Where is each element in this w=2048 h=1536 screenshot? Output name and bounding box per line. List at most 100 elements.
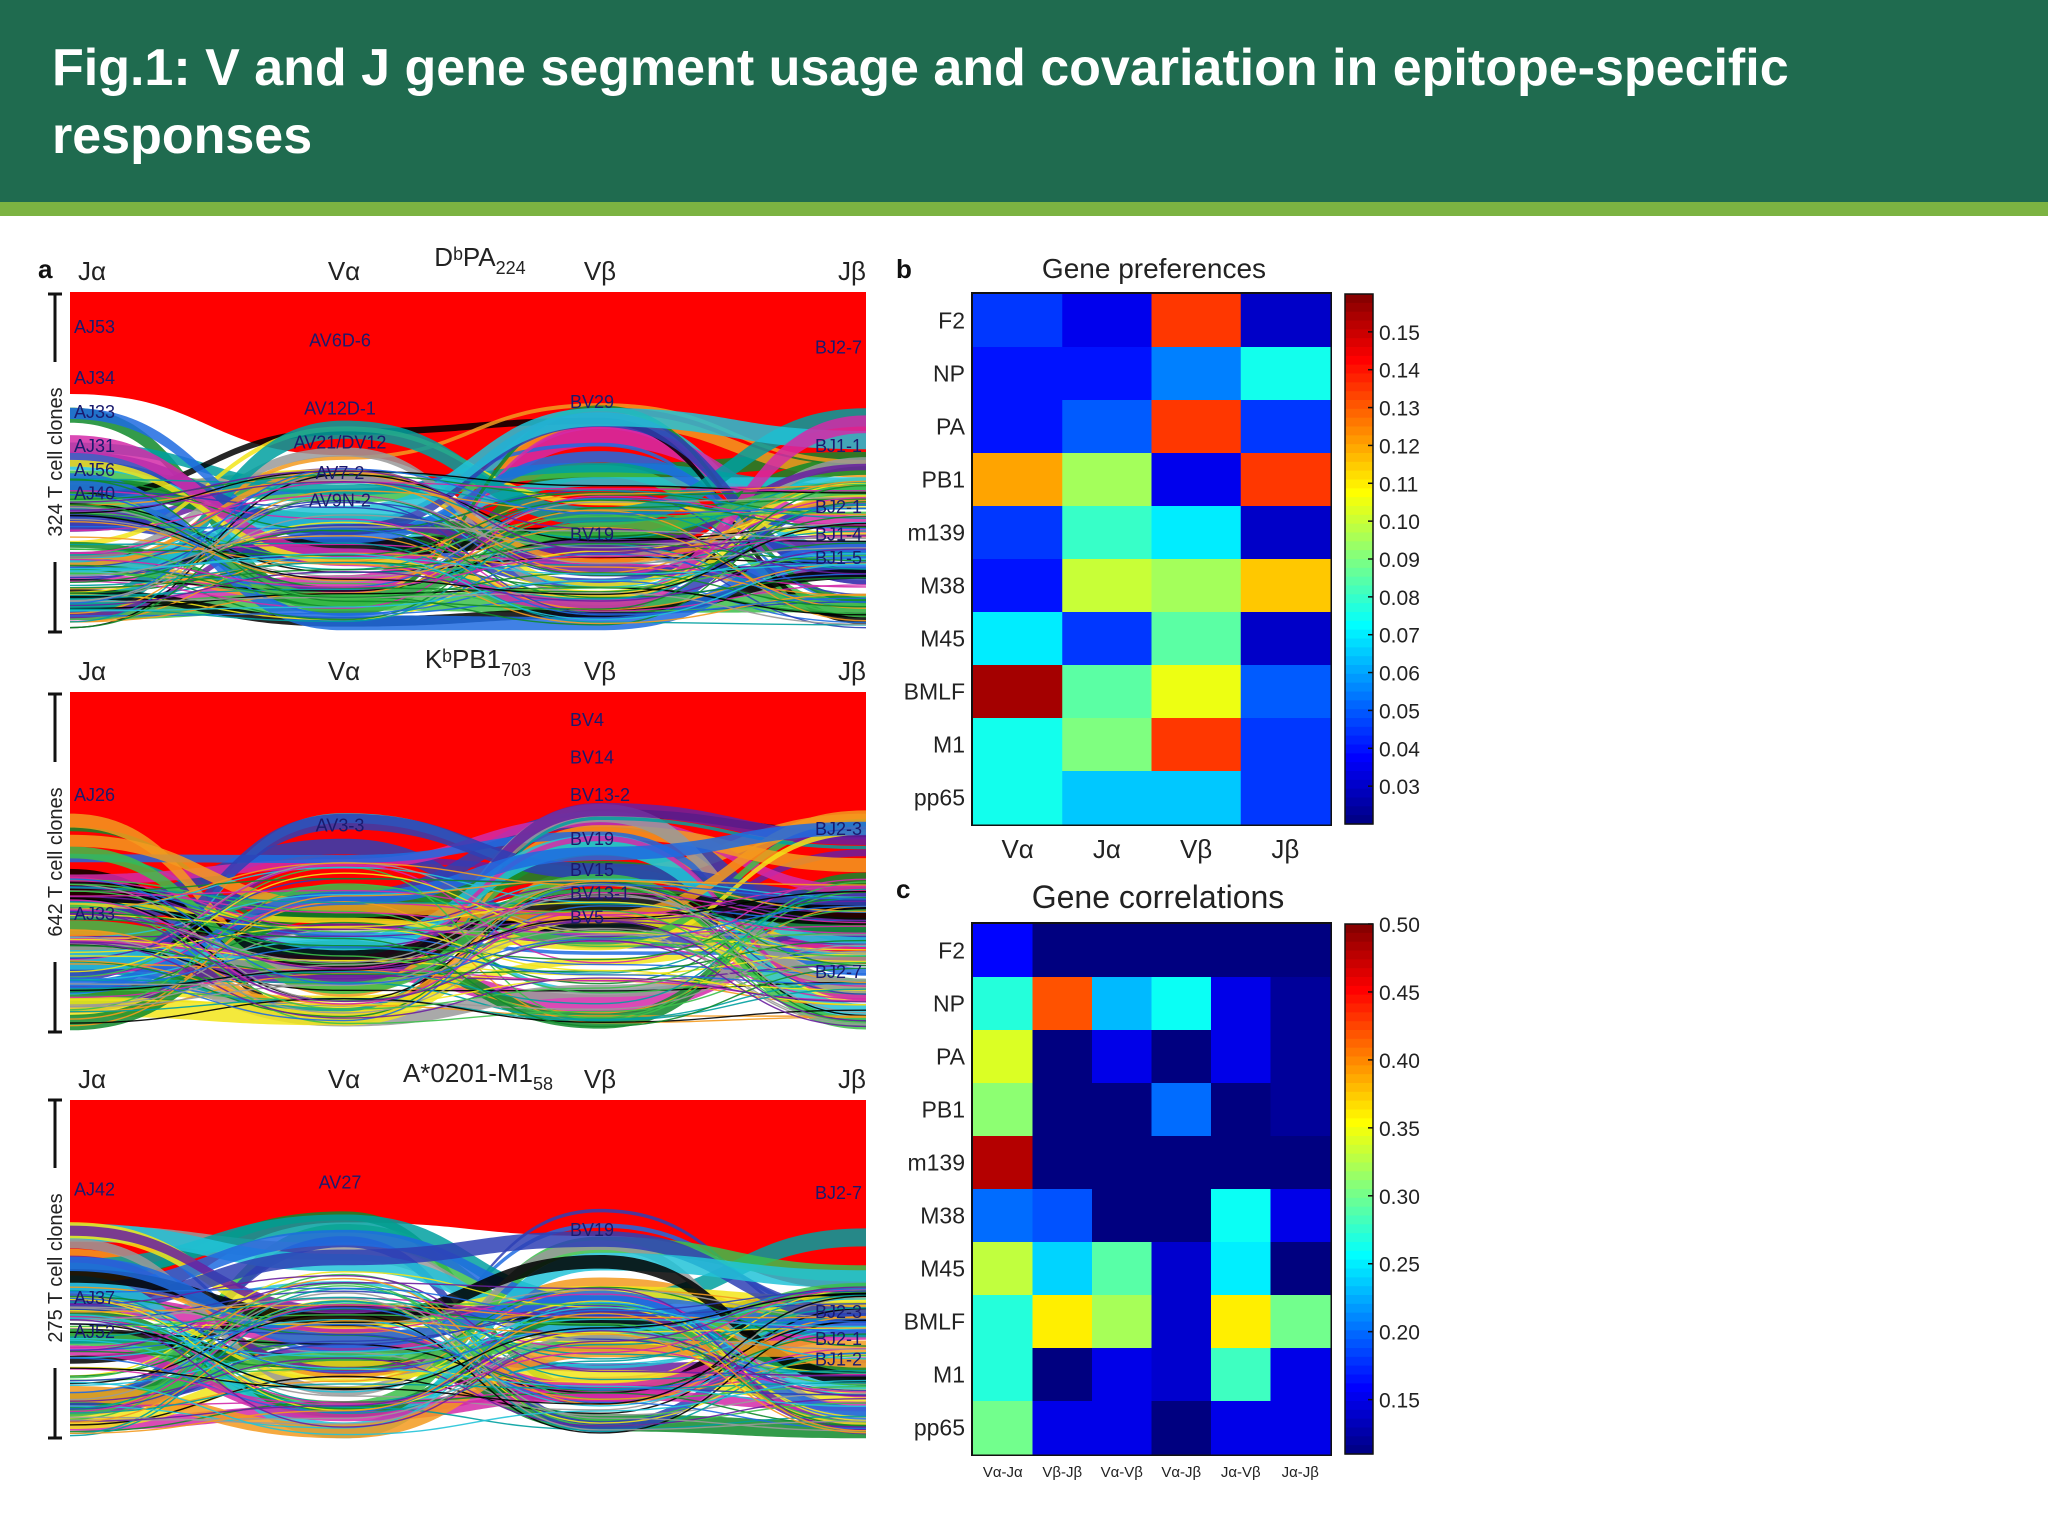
colorbar-step bbox=[1345, 1136, 1373, 1146]
colorbar-step bbox=[1345, 594, 1373, 604]
colorbar-step bbox=[1345, 302, 1373, 313]
gene-label: BJ1-2 bbox=[815, 1349, 862, 1369]
colorbar-step bbox=[1345, 1153, 1373, 1164]
gene-label: AJ37 bbox=[74, 1288, 115, 1308]
heatmap-column-label: Jα-Jβ bbox=[1282, 1464, 1320, 1481]
ribbon-line bbox=[69, 592, 867, 625]
col-label-jb: Jβ bbox=[838, 1064, 866, 1094]
alluvial-ribbons bbox=[69, 692, 867, 1031]
colorbar-step bbox=[1345, 1356, 1373, 1367]
colorbar-step bbox=[1345, 497, 1373, 507]
colorbar-step bbox=[1345, 444, 1373, 454]
col-label-ja: Jα bbox=[78, 1064, 106, 1094]
alluvial-subplot-0: Jα Vα Vβ Jβ DᵇPA224 324 T cell clones AJ… bbox=[42, 242, 867, 634]
ribbon-line bbox=[69, 946, 867, 989]
heatmap-cell bbox=[1240, 400, 1331, 454]
colorbar-step bbox=[1345, 1171, 1373, 1181]
colorbar-step bbox=[1345, 1030, 1373, 1040]
heatmap-cell bbox=[1151, 1348, 1212, 1402]
ribbon-line bbox=[69, 468, 867, 604]
heatmap-column-label: Vα-Jβ bbox=[1161, 1464, 1201, 1481]
ribbon-line bbox=[69, 1298, 867, 1357]
heatmap-cell bbox=[1092, 1136, 1152, 1190]
ribbon-line bbox=[69, 526, 867, 577]
figure: a Jα Vα Vβ Jβ DᵇPA224 324 T cell clones … bbox=[38, 242, 1420, 1481]
ribbon-band bbox=[70, 1345, 866, 1422]
gene-label: BV19 bbox=[570, 829, 614, 849]
heatmap-cell bbox=[973, 400, 1063, 454]
epitope-label: DᵇPA224 bbox=[434, 242, 525, 278]
ribbon-line bbox=[69, 978, 867, 1006]
heatmap-row-label: BMLF bbox=[904, 1309, 965, 1335]
ribbon-line bbox=[69, 1295, 867, 1405]
ribbon-line bbox=[69, 883, 867, 1011]
colorbar-tick-label: 0.40 bbox=[1379, 1050, 1420, 1073]
heatmap-row-label: M38 bbox=[920, 1203, 965, 1229]
heatmap-cell bbox=[1270, 977, 1331, 1031]
ribbon-band bbox=[70, 821, 866, 994]
gene-label: AV3-3 bbox=[316, 816, 365, 836]
heatmap-cell bbox=[1270, 1136, 1331, 1190]
heatmap-column-label: Vβ-Jβ bbox=[1042, 1464, 1082, 1481]
ribbon-line bbox=[69, 912, 867, 1028]
gene-label: BJ2-1 bbox=[815, 497, 862, 517]
heatmap-column-label: Vα bbox=[1001, 834, 1033, 864]
epitope-name: A*0201-M1 bbox=[403, 1058, 533, 1088]
heatmap-frame bbox=[971, 292, 1332, 826]
colorbar-step bbox=[1345, 1091, 1373, 1102]
gene-label: AJ53 bbox=[74, 317, 115, 337]
heatmap-cell bbox=[1211, 1136, 1271, 1190]
clone-count-label: 324 T cell clones bbox=[45, 387, 67, 536]
colorbar-step bbox=[1345, 391, 1373, 401]
heatmap-cell bbox=[973, 1401, 1033, 1455]
heatmap-row-label: M38 bbox=[920, 573, 965, 599]
colorbar-step bbox=[1345, 338, 1373, 348]
heatmap-c-cells bbox=[971, 922, 1332, 1456]
ribbon-line bbox=[69, 1330, 867, 1423]
heatmap-cell bbox=[973, 1030, 1033, 1084]
colorbar-step bbox=[1345, 1330, 1373, 1340]
colorbar-step bbox=[1345, 1118, 1373, 1128]
colorbar-step bbox=[1345, 1268, 1373, 1278]
heatmap-row-label: M45 bbox=[920, 1256, 965, 1282]
panel-c-letter: c bbox=[896, 874, 910, 904]
heatmap-cell bbox=[1240, 294, 1331, 348]
colorbar-step bbox=[1345, 364, 1373, 375]
heatmap-cell bbox=[973, 506, 1063, 560]
gene-label: BV4 bbox=[570, 710, 604, 730]
heatmap-cell bbox=[1270, 1242, 1331, 1296]
heatmap-row-label: M1 bbox=[933, 1362, 965, 1388]
ribbon-dominant bbox=[70, 1100, 866, 1311]
heatmap-cell bbox=[973, 1136, 1033, 1190]
ribbon-line bbox=[69, 1318, 867, 1386]
heatmap-row-label: M45 bbox=[920, 626, 965, 652]
heatmap-row-label: PA bbox=[936, 414, 966, 440]
colorbar-step bbox=[1345, 788, 1373, 799]
colorbar-step bbox=[1345, 461, 1373, 472]
heatmap-cell bbox=[1092, 1401, 1152, 1455]
alluvial-subplot-2: Jα Vα Vβ Jβ A*0201-M158 275 T cell clone… bbox=[42, 1058, 867, 1440]
colorbar-step bbox=[1345, 1189, 1373, 1199]
panel-a: a Jα Vα Vβ Jβ DᵇPA224 324 T cell clones … bbox=[38, 242, 867, 1440]
heatmap-cell bbox=[973, 1295, 1033, 1349]
ribbon-band bbox=[70, 813, 866, 982]
colorbar-step bbox=[1345, 1180, 1373, 1190]
heatmap-cell bbox=[1062, 559, 1152, 613]
heatmap-cell bbox=[1032, 924, 1093, 978]
heatmap-frame bbox=[971, 922, 1332, 1456]
gene-label: AV21/DV12 bbox=[294, 433, 387, 453]
ribbon-line bbox=[69, 988, 867, 1022]
colorbar-step bbox=[1345, 1409, 1373, 1420]
colorbar-step bbox=[1345, 417, 1373, 428]
clone-count-label: 275 T cell clones bbox=[45, 1193, 67, 1342]
colorbar-step bbox=[1345, 585, 1373, 595]
heatmap-column-label: Jβ bbox=[1271, 834, 1299, 864]
colorbar-step bbox=[1345, 426, 1373, 436]
heatmap-cell bbox=[1211, 1295, 1271, 1349]
colorbar-step bbox=[1345, 1242, 1373, 1252]
colorbar-step bbox=[1345, 797, 1373, 807]
heatmap-cell bbox=[1032, 977, 1093, 1031]
col-label-jb: Jβ bbox=[838, 656, 866, 686]
colorbar-tick-label: 0.13 bbox=[1379, 398, 1420, 421]
colorbar-step bbox=[1345, 1383, 1373, 1393]
